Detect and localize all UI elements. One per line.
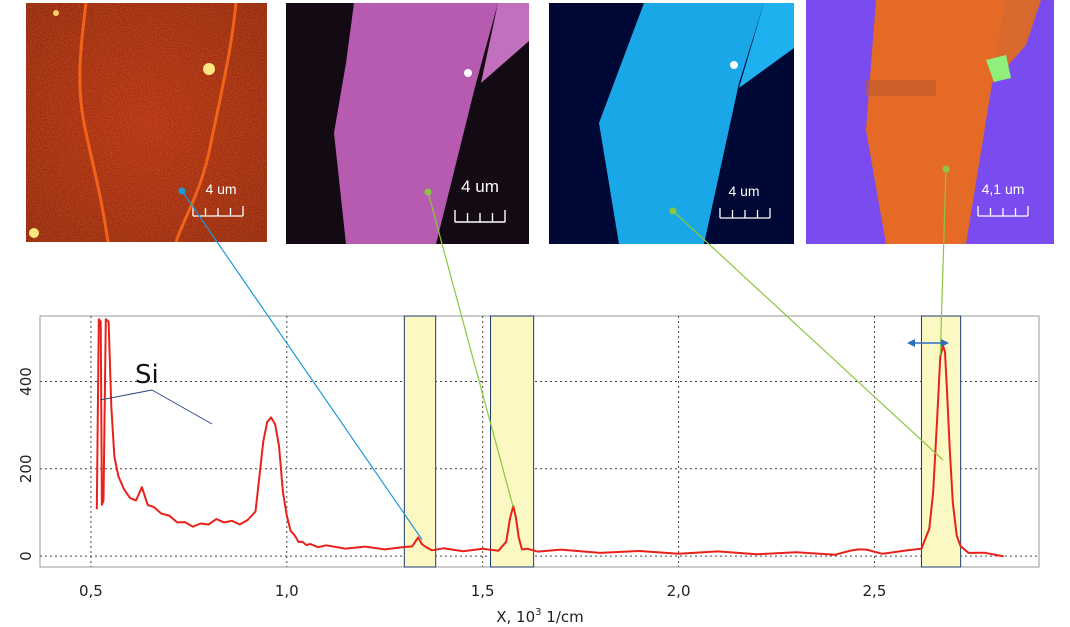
connector-line: [672, 210, 944, 461]
x-tick-label: 1,5: [471, 582, 495, 600]
scale-bar-2: [454, 210, 506, 223]
y-tick-label: 400: [17, 367, 35, 396]
scale-label-3: 4 um: [728, 183, 760, 199]
x-tick-label: 0,5: [79, 582, 103, 600]
connector-dot: [669, 207, 677, 215]
spectrum-line: [95, 318, 1004, 558]
scale-bar-1: [192, 206, 244, 217]
connector-line: [427, 191, 514, 508]
raman-map-1: 4 um: [26, 3, 267, 242]
connector-dot: [178, 187, 186, 195]
x-tick-label: 2,5: [863, 582, 887, 600]
si-annotation: Si: [135, 360, 159, 390]
connector-dot: [424, 188, 432, 196]
grid: [40, 316, 1039, 567]
scale-bar-3: [719, 208, 771, 219]
raman-map-3: 4 um: [549, 3, 794, 244]
plot-area: [39, 315, 1040, 568]
axis-ticks: 0,5 1,0 1,5 2,0 2,5 0 200 400: [17, 367, 886, 600]
raman-map-4: 4,1 um: [806, 0, 1054, 244]
si-pointer-lines: [99, 389, 213, 425]
x-axis-label: X, 103 1/cm: [496, 607, 584, 626]
scale-label-2: 4 um: [461, 177, 499, 196]
connector-line: [181, 190, 423, 540]
highlight-bands: [403, 315, 962, 568]
connectors: [178, 165, 950, 540]
scale-label-1: 4 um: [205, 181, 237, 197]
x-tick-label: 2,0: [667, 582, 691, 600]
raman-map-2: 4 um: [286, 3, 529, 244]
spectrum-series: [95, 318, 1004, 558]
x-tick-label: 1,0: [275, 582, 299, 600]
fwhm-arrow-head-left: [907, 339, 915, 347]
scale-bar-4: [977, 206, 1029, 217]
connector-dot: [942, 165, 950, 173]
highlight-band: [403, 315, 437, 568]
y-tick-label: 0: [17, 551, 35, 561]
highlight-band: [490, 315, 535, 568]
fwhm-arrow-head-right: [941, 339, 949, 347]
connector-line: [939, 168, 947, 356]
scale-label-4: 4,1 um: [981, 181, 1025, 197]
y-tick-label: 200: [17, 454, 35, 483]
